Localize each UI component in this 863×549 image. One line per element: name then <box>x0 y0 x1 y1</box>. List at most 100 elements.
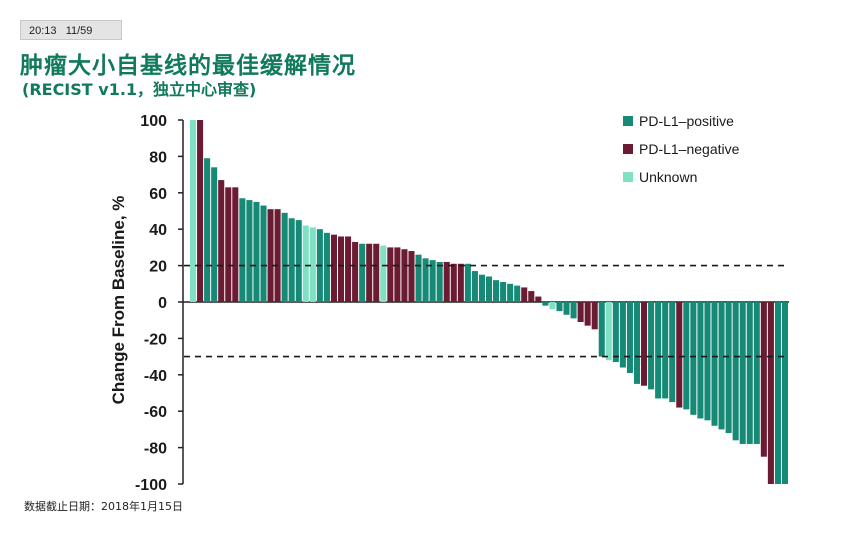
bar <box>478 274 485 302</box>
bar <box>711 302 718 426</box>
bar <box>485 276 493 302</box>
bar <box>246 200 253 302</box>
bar <box>669 302 676 403</box>
bars <box>190 120 789 484</box>
bar <box>612 302 619 363</box>
bar <box>197 120 204 302</box>
y-tick-label: -100 <box>135 477 167 494</box>
bar <box>366 243 373 302</box>
bar <box>415 254 422 302</box>
bar <box>394 247 401 302</box>
bar <box>591 302 598 330</box>
bar <box>387 247 394 302</box>
bar <box>718 302 725 430</box>
bar <box>337 236 345 302</box>
bar <box>767 302 774 484</box>
y-tick-label: 40 <box>149 222 167 239</box>
bar <box>260 205 267 302</box>
bar <box>605 302 612 361</box>
bar <box>359 243 366 302</box>
bar <box>746 302 753 444</box>
legend-swatch <box>623 172 633 182</box>
legend-swatch <box>623 116 633 126</box>
bar <box>408 251 415 302</box>
bar <box>648 302 655 390</box>
bar <box>781 302 789 484</box>
bar <box>239 198 246 302</box>
bar <box>725 302 732 434</box>
bar <box>584 302 591 326</box>
bar <box>774 302 781 484</box>
bar <box>352 241 359 302</box>
bar <box>619 302 626 368</box>
bar <box>218 180 225 302</box>
legend-swatch <box>623 144 633 154</box>
bar <box>450 263 457 302</box>
reference-lines <box>184 264 789 358</box>
y-tick-label: -60 <box>144 404 167 421</box>
bar <box>732 302 739 441</box>
bar <box>676 302 683 408</box>
bar <box>697 302 704 419</box>
timestamp: 20:13 <box>29 25 57 37</box>
bar <box>598 302 605 357</box>
bar <box>704 302 711 421</box>
bar <box>401 249 408 302</box>
page-title: 肿瘤大小自基线的最佳缓解情况 <box>20 53 356 79</box>
bar <box>204 158 211 302</box>
bar <box>549 302 556 310</box>
bar <box>225 187 232 302</box>
bar <box>760 302 767 457</box>
bar <box>521 287 528 302</box>
y-tick-label: -20 <box>144 331 167 348</box>
bar <box>563 302 570 315</box>
bar <box>507 283 514 302</box>
bar <box>753 302 760 444</box>
y-tick-label: 100 <box>140 113 167 130</box>
bar <box>633 302 641 384</box>
bar <box>232 187 239 302</box>
bar <box>464 263 471 302</box>
bar <box>211 167 218 302</box>
y-tick-label: 20 <box>149 259 167 276</box>
y-tick-label: 60 <box>149 186 167 203</box>
bar <box>288 218 295 302</box>
bar <box>471 271 478 302</box>
bar <box>345 236 352 302</box>
bar <box>514 285 521 302</box>
bar <box>500 281 507 302</box>
bar <box>577 302 584 323</box>
y-tick-label: 80 <box>149 149 167 166</box>
bar <box>253 201 260 302</box>
bar <box>739 302 746 444</box>
bar <box>422 258 429 302</box>
bar <box>380 245 387 302</box>
bar <box>683 302 690 410</box>
bar <box>457 263 464 302</box>
y-tick-label: 0 <box>158 295 167 312</box>
bar <box>535 296 542 302</box>
bar <box>323 232 330 302</box>
bar <box>429 260 436 302</box>
y-tick-label: -40 <box>144 368 167 385</box>
bar <box>190 120 197 302</box>
bar <box>309 227 316 302</box>
bar <box>626 302 633 373</box>
bar <box>281 212 288 302</box>
legend-label: Unknown <box>639 169 697 185</box>
page-subtitle: (RECIST v1.1，独立中心审查) <box>22 80 257 99</box>
bar <box>274 209 281 302</box>
legend-label: PD-L1–positive <box>639 113 734 129</box>
bar <box>330 234 337 302</box>
legend-label: PD-L1–negative <box>639 141 740 157</box>
bar <box>690 302 697 415</box>
y-axis-label: Change From Baseline, % <box>109 196 128 405</box>
bar <box>302 225 309 302</box>
bar <box>295 220 302 302</box>
page-counter: 11/59 <box>65 25 93 37</box>
bar <box>436 261 443 302</box>
bar <box>528 291 535 302</box>
y-tick-label: -80 <box>144 441 167 458</box>
bar <box>267 209 274 302</box>
